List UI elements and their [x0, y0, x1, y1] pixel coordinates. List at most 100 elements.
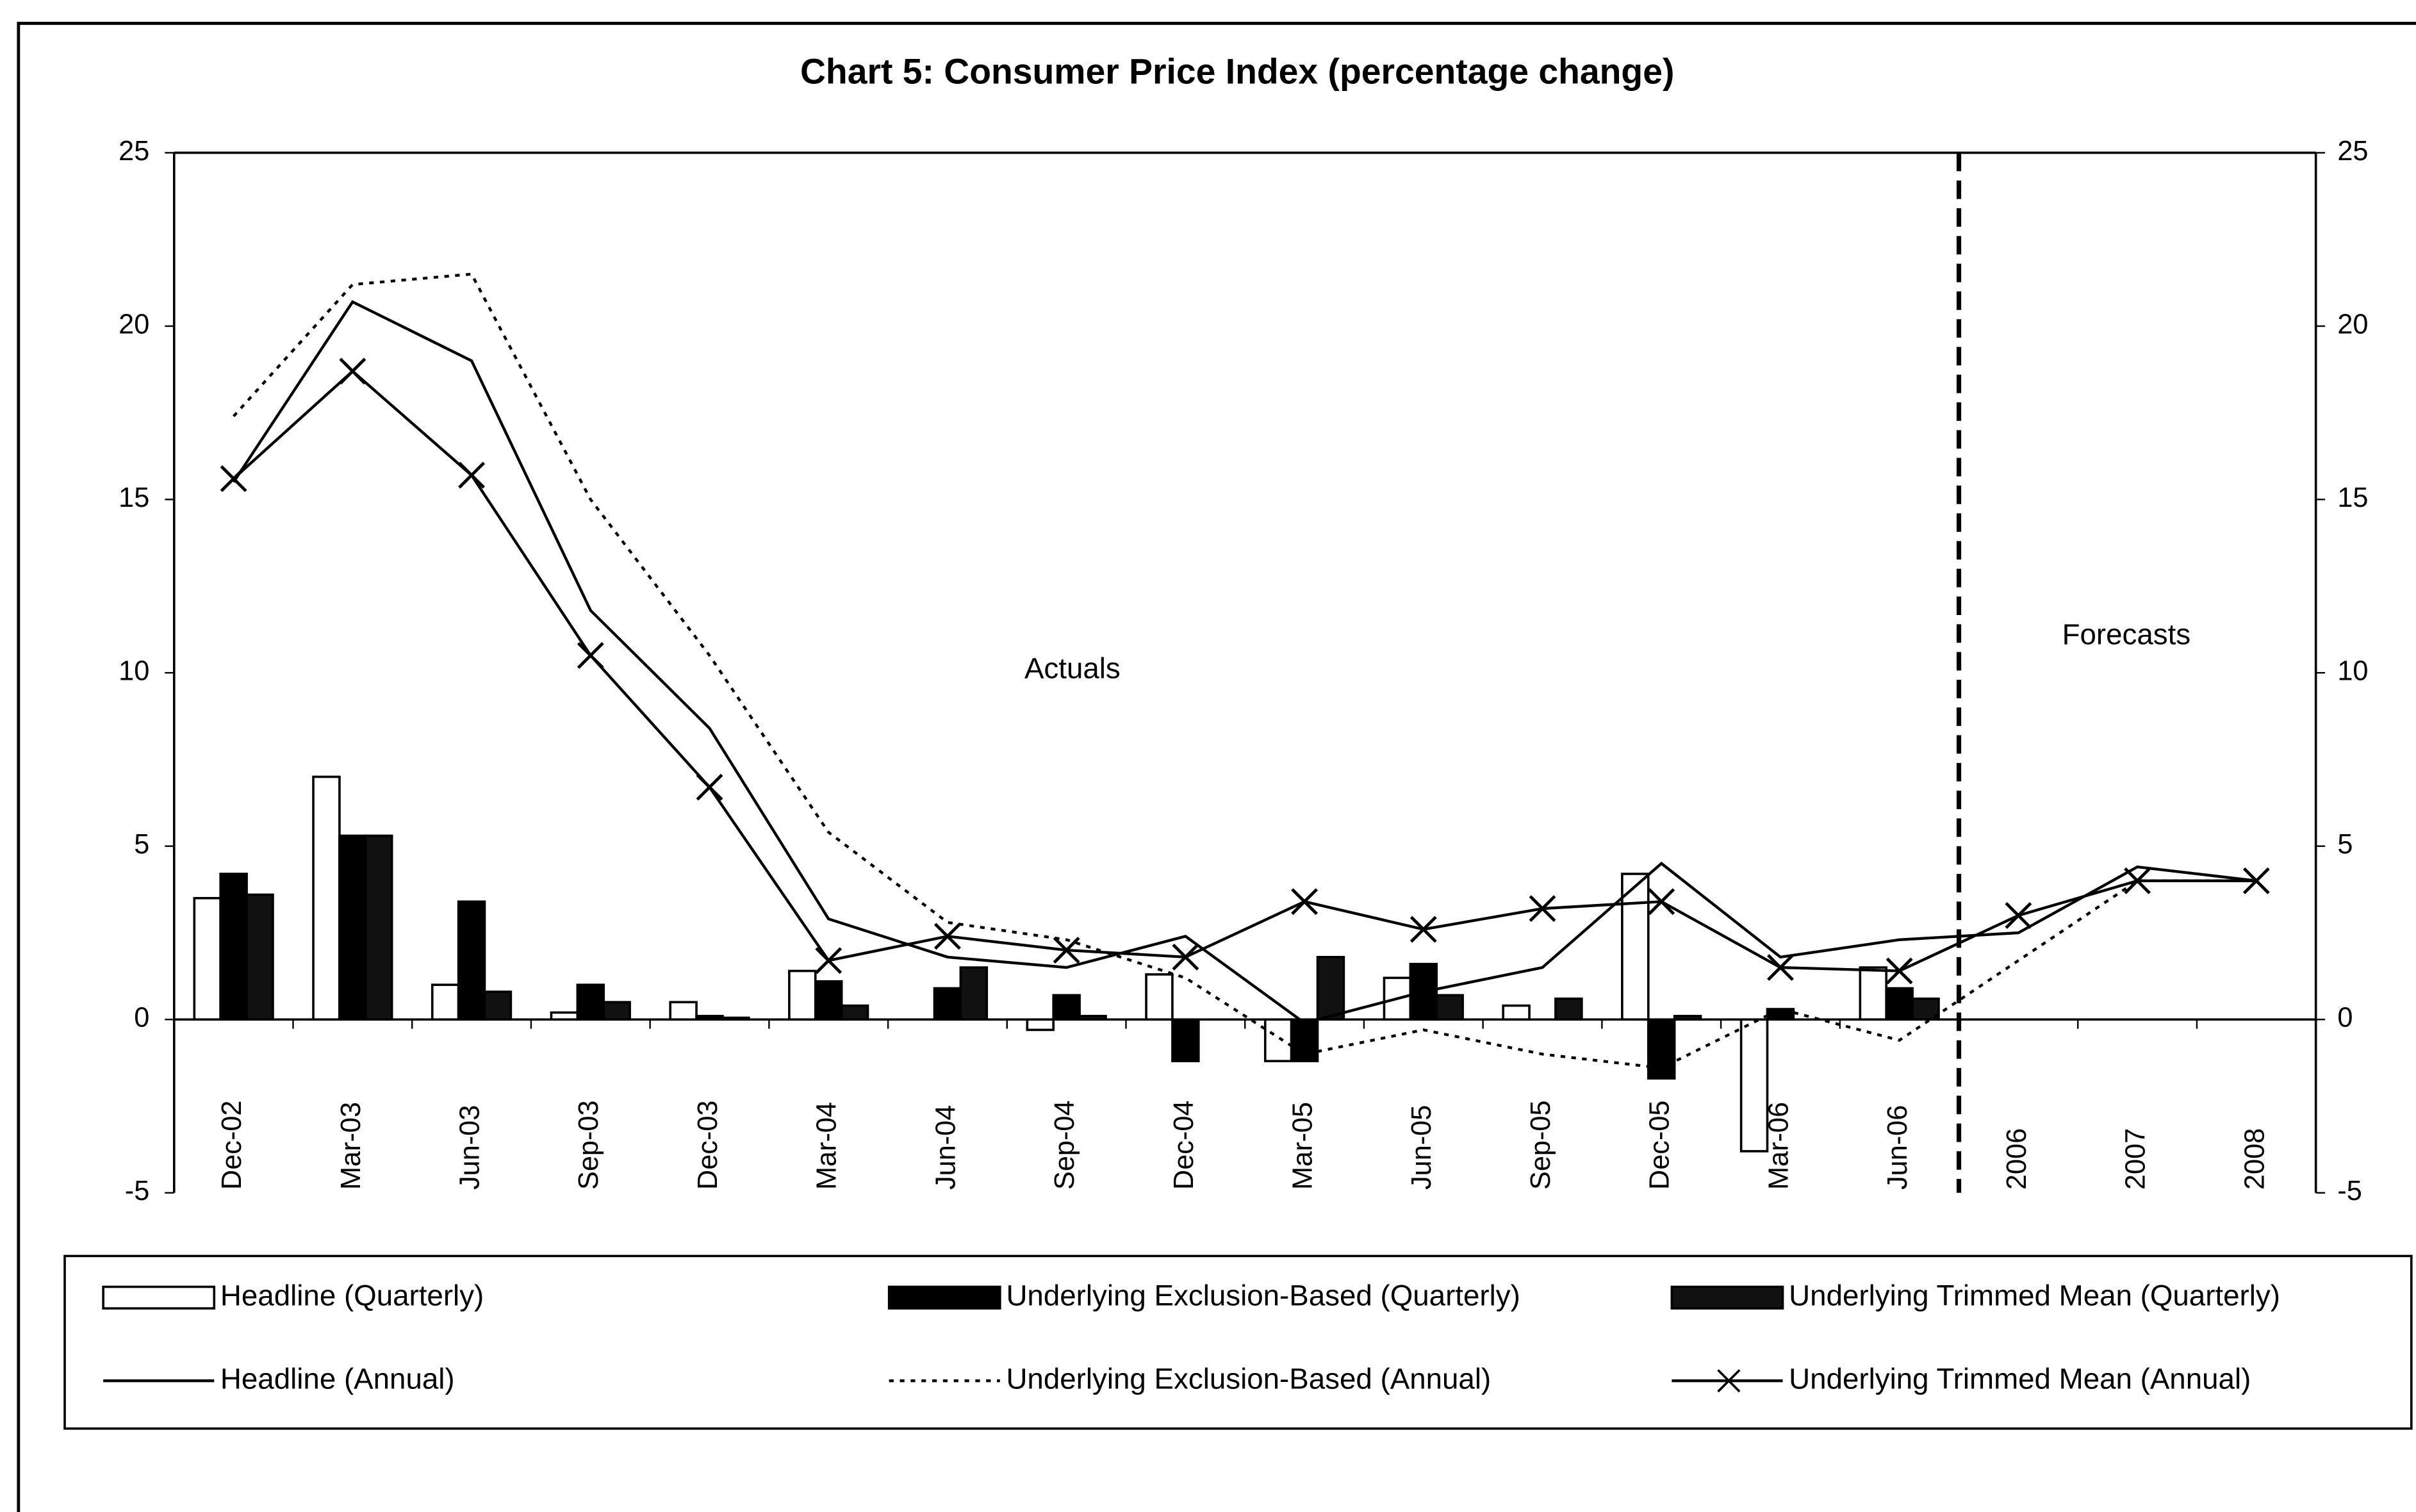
- x-tick-label: 2008: [2239, 1128, 2270, 1190]
- x-tick-label: Mar-06: [1763, 1102, 1794, 1190]
- marker: [1409, 916, 1437, 943]
- bar: [1647, 1018, 1676, 1080]
- legend-swatch: [887, 1285, 1001, 1310]
- bar: [1554, 997, 1583, 1021]
- bar: [959, 966, 989, 1021]
- bar: [1290, 1018, 1319, 1062]
- marker: [339, 357, 366, 385]
- bar: [1621, 873, 1650, 1021]
- chart-title: Chart 5: Consumer Price Index (percentag…: [800, 51, 1674, 91]
- x-tick-label: Sep-05: [1525, 1100, 1556, 1190]
- bar: [483, 990, 513, 1021]
- bar: [788, 969, 817, 1021]
- x-tick-label: 2006: [2001, 1128, 2032, 1190]
- bar: [1859, 966, 1888, 1021]
- bar: [457, 900, 486, 1021]
- y-tick-label: 25: [119, 136, 149, 167]
- line: [232, 300, 2257, 1025]
- bar: [602, 1001, 631, 1021]
- y-tick-label: 10: [119, 656, 149, 687]
- x-tick-label: Jun-05: [1406, 1105, 1437, 1190]
- legend-swatch: [102, 1285, 216, 1310]
- y-tick-label: 5: [134, 829, 149, 860]
- marker: [1648, 888, 1675, 916]
- bar: [312, 775, 341, 1021]
- bar: [1316, 956, 1345, 1021]
- bar: [814, 980, 843, 1021]
- bar: [364, 834, 393, 1021]
- bar: [193, 897, 222, 1021]
- y2-tick-label: 0: [2337, 1003, 2353, 1033]
- y-tick-label: 0: [134, 1003, 149, 1033]
- y2-tick-label: 5: [2337, 829, 2353, 860]
- bar: [933, 987, 962, 1021]
- y2-tick-label: 20: [2337, 309, 2368, 340]
- legend-label: Headline (Quarterly): [220, 1279, 484, 1311]
- bar: [1502, 1004, 1531, 1021]
- x-tick-label: Dec-03: [693, 1101, 723, 1190]
- y2-tick-label: 10: [2337, 656, 2368, 687]
- marker: [1172, 943, 1199, 971]
- x-tick-label: Mar-03: [336, 1102, 366, 1190]
- marker: [220, 465, 247, 493]
- marker: [2242, 867, 2270, 894]
- x-tick-label: Sep-03: [573, 1100, 604, 1190]
- legend-label: Headline (Annual): [220, 1362, 455, 1395]
- y-tick-label: 20: [119, 309, 149, 340]
- marker: [696, 773, 723, 801]
- marker: [1291, 888, 1319, 916]
- legend-label: Underlying Trimmed Mean (Annual): [1789, 1362, 2251, 1395]
- bar: [550, 1011, 579, 1021]
- legend: [63, 1254, 2413, 1430]
- marker: [1053, 937, 1080, 964]
- bar: [840, 1004, 869, 1021]
- marker: [2005, 901, 2032, 929]
- legend-label: Underlying Trimmed Mean (Quarterly): [1789, 1279, 2280, 1311]
- bar: [1263, 1018, 1293, 1062]
- bar: [1739, 1018, 1769, 1153]
- bar: [1171, 1018, 1200, 1062]
- x-tick-label: 2007: [2121, 1128, 2151, 1190]
- marker: [1767, 954, 1794, 982]
- legend-marker: [1717, 1369, 1741, 1393]
- bar: [1145, 973, 1174, 1021]
- bar: [245, 893, 274, 1021]
- legend-label: Underlying Exclusion-Based (Annual): [1006, 1362, 1491, 1395]
- bar: [695, 1015, 724, 1021]
- bar: [1766, 1008, 1795, 1021]
- bar: [1026, 1018, 1055, 1031]
- bar: [219, 873, 248, 1021]
- marker: [1529, 895, 1556, 923]
- bar: [576, 983, 605, 1021]
- bar: [669, 1001, 698, 1021]
- frame: [17, 22, 2416, 1512]
- y-tick-label: 15: [119, 482, 149, 513]
- x-tick-label: Dec-05: [1645, 1101, 1675, 1190]
- bar: [1673, 1015, 1702, 1021]
- bar: [721, 1016, 750, 1021]
- x-tick-label: Jun-04: [930, 1105, 961, 1190]
- x-tick-label: Jun-06: [1882, 1105, 1913, 1190]
- x-tick-label: Mar-04: [812, 1102, 842, 1190]
- annotation: Actuals: [1024, 652, 1121, 685]
- legend-swatch: [1670, 1285, 1784, 1310]
- bar: [1885, 987, 1914, 1021]
- marker: [577, 642, 604, 670]
- y-tick-label: -5: [125, 1176, 149, 1206]
- bar: [338, 834, 367, 1021]
- x-tick-label: Sep-04: [1049, 1100, 1080, 1190]
- line: [233, 272, 2256, 1070]
- bar: [1052, 994, 1081, 1021]
- legend-label: Underlying Exclusion-Based (Quarterly): [1006, 1279, 1520, 1311]
- marker: [815, 947, 842, 974]
- marker: [458, 461, 485, 489]
- annotation: Forecasts: [2062, 618, 2191, 651]
- bar: [431, 983, 460, 1021]
- line: [233, 369, 2256, 973]
- y2-tick-label: -5: [2337, 1176, 2362, 1206]
- x-tick-label: Dec-04: [1169, 1101, 1199, 1190]
- x-tick-label: Mar-05: [1288, 1102, 1319, 1190]
- marker: [933, 923, 961, 950]
- y2-tick-label: 15: [2337, 482, 2368, 513]
- y2-tick-label: 25: [2337, 136, 2368, 167]
